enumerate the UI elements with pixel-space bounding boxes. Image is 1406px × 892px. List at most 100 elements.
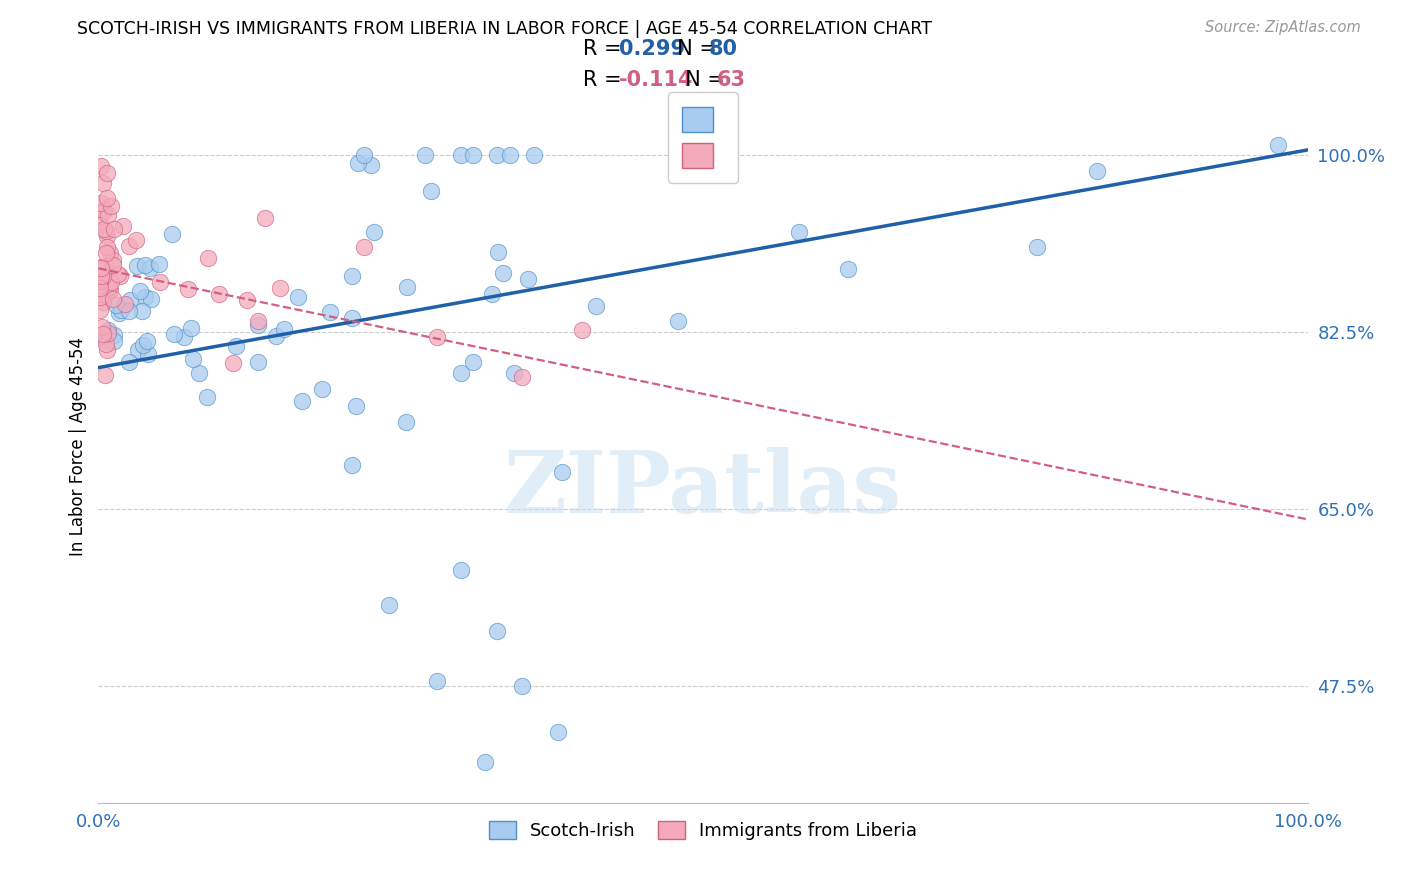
Point	[273, 322, 295, 336]
Point	[474, 756, 496, 770]
Point	[96, 191, 118, 205]
Point	[96, 287, 118, 301]
Text: -0.114: -0.114	[619, 70, 693, 90]
Point	[101, 258, 124, 272]
Point	[450, 563, 472, 577]
Point	[163, 326, 186, 341]
Point	[344, 399, 367, 413]
Point	[90, 159, 112, 173]
Point	[311, 382, 333, 396]
Point	[149, 275, 172, 289]
Point	[160, 227, 183, 242]
Point	[118, 354, 141, 368]
Point	[96, 240, 118, 254]
Point	[395, 416, 418, 430]
Point	[134, 289, 156, 303]
Point	[110, 302, 132, 317]
Point	[426, 674, 449, 689]
Point	[342, 268, 364, 283]
Point	[91, 327, 114, 342]
Point	[426, 330, 449, 344]
Point	[510, 370, 533, 384]
Text: Source: ZipAtlas.com: Source: ZipAtlas.com	[1205, 20, 1361, 35]
Point	[246, 314, 269, 328]
Point	[492, 266, 515, 280]
Point	[225, 339, 247, 353]
Point	[551, 466, 574, 480]
Point	[89, 278, 111, 293]
Point	[516, 272, 538, 286]
Point	[89, 290, 111, 304]
Point	[104, 297, 127, 311]
Point	[96, 229, 118, 244]
Point	[90, 269, 112, 284]
Point	[129, 284, 152, 298]
Point	[101, 253, 124, 268]
Point	[413, 148, 436, 162]
Point	[100, 275, 122, 289]
Point	[94, 337, 117, 351]
Point	[112, 219, 135, 234]
Point	[98, 246, 121, 260]
Point	[98, 283, 121, 297]
Point	[222, 356, 245, 370]
Point	[1025, 240, 1047, 254]
Text: 0.299: 0.299	[619, 39, 685, 59]
Point	[173, 330, 195, 344]
Point	[118, 303, 141, 318]
Point	[94, 246, 117, 260]
Point	[90, 196, 112, 211]
Point	[254, 211, 277, 225]
Point	[340, 458, 363, 473]
Point	[89, 274, 111, 288]
Point	[547, 725, 569, 739]
Y-axis label: In Labor Force | Age 45-54: In Labor Force | Age 45-54	[69, 336, 87, 556]
Text: N =: N =	[664, 39, 723, 59]
Point	[360, 158, 382, 172]
Point	[120, 293, 142, 307]
Point	[97, 326, 120, 340]
Point	[89, 302, 111, 317]
Point	[141, 292, 163, 306]
Point	[100, 199, 122, 213]
Point	[181, 351, 204, 366]
Point	[1267, 137, 1289, 152]
Point	[666, 314, 689, 328]
Point	[269, 281, 291, 295]
Point	[347, 156, 370, 170]
Point	[107, 267, 129, 281]
Point	[93, 368, 115, 382]
Point	[103, 334, 125, 348]
Point	[103, 293, 125, 307]
Point	[103, 222, 125, 236]
Point	[463, 148, 485, 162]
Point	[93, 203, 115, 218]
Point	[450, 148, 472, 162]
Point	[89, 268, 111, 282]
Point	[134, 259, 156, 273]
Point	[90, 319, 112, 334]
Point	[188, 366, 211, 380]
Point	[132, 338, 155, 352]
Point	[97, 280, 120, 294]
Point	[208, 286, 231, 301]
Point	[118, 239, 141, 253]
Point	[90, 260, 112, 275]
Point	[90, 271, 112, 285]
Text: SCOTCH-IRISH VS IMMIGRANTS FROM LIBERIA IN LABOR FORCE | AGE 45-54 CORRELATION C: SCOTCH-IRISH VS IMMIGRANTS FROM LIBERIA …	[77, 20, 932, 37]
Point	[96, 343, 118, 357]
Point	[395, 280, 418, 294]
Text: N =: N =	[672, 70, 731, 90]
Point	[103, 327, 125, 342]
Legend: Scotch-Irish, Immigrants from Liberia: Scotch-Irish, Immigrants from Liberia	[482, 814, 924, 847]
Point	[287, 290, 309, 304]
Point	[91, 294, 114, 309]
Point	[97, 208, 120, 222]
Point	[108, 306, 131, 320]
Point	[93, 328, 115, 343]
Point	[97, 323, 120, 337]
Point	[246, 318, 269, 332]
Text: ZIPatlas: ZIPatlas	[503, 447, 903, 531]
Point	[136, 334, 159, 348]
Point	[461, 354, 484, 368]
